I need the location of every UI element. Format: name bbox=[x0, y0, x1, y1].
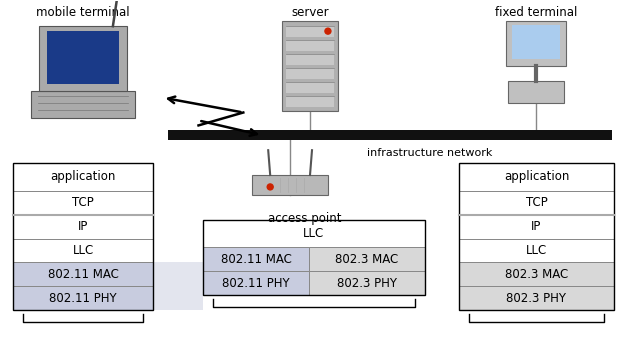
Bar bbox=[253, 175, 328, 195]
Text: LLC: LLC bbox=[303, 227, 324, 240]
Text: LLC: LLC bbox=[526, 244, 547, 257]
Text: 802.11 PHY: 802.11 PHY bbox=[49, 292, 117, 305]
Text: 802.3 PHY: 802.3 PHY bbox=[337, 277, 397, 290]
Bar bbox=[286, 97, 334, 107]
Text: application: application bbox=[51, 170, 116, 184]
Text: access point: access point bbox=[268, 212, 342, 225]
Text: TCP: TCP bbox=[526, 196, 548, 209]
Text: mobile terminal: mobile terminal bbox=[36, 6, 130, 19]
Bar bbox=[204, 220, 424, 295]
Bar bbox=[286, 27, 334, 37]
Bar bbox=[204, 271, 309, 295]
Text: 802.11 PHY: 802.11 PHY bbox=[222, 277, 290, 290]
Bar bbox=[13, 191, 152, 215]
Text: application: application bbox=[504, 170, 569, 184]
Bar bbox=[204, 220, 424, 247]
Bar bbox=[13, 163, 152, 191]
Bar bbox=[31, 91, 135, 119]
Bar bbox=[508, 81, 564, 103]
Circle shape bbox=[325, 28, 331, 34]
Bar bbox=[309, 247, 424, 271]
Bar bbox=[47, 31, 119, 84]
Bar bbox=[459, 215, 614, 239]
Bar bbox=[459, 239, 614, 262]
Bar bbox=[459, 286, 614, 310]
Bar bbox=[39, 26, 127, 91]
Bar bbox=[168, 130, 612, 140]
Text: 802.3 PHY: 802.3 PHY bbox=[506, 292, 566, 305]
Bar bbox=[13, 262, 152, 286]
Text: server: server bbox=[291, 6, 329, 19]
Bar bbox=[286, 69, 334, 79]
Bar bbox=[309, 271, 424, 295]
Text: LLC: LLC bbox=[72, 244, 94, 257]
Bar bbox=[13, 286, 152, 310]
Bar bbox=[282, 21, 338, 110]
Bar bbox=[512, 25, 560, 59]
Text: IP: IP bbox=[78, 220, 88, 233]
Bar bbox=[459, 262, 614, 286]
Bar bbox=[459, 163, 614, 191]
Bar bbox=[13, 215, 152, 239]
Bar bbox=[13, 163, 152, 310]
Bar bbox=[13, 239, 152, 262]
Bar bbox=[459, 163, 614, 310]
Bar bbox=[286, 41, 334, 51]
Bar bbox=[286, 83, 334, 93]
Bar bbox=[152, 262, 204, 310]
Bar bbox=[506, 21, 566, 66]
Bar bbox=[204, 247, 309, 271]
Text: fixed terminal: fixed terminal bbox=[495, 6, 578, 19]
Text: 802.3 MAC: 802.3 MAC bbox=[505, 268, 568, 281]
Bar bbox=[286, 55, 334, 65]
Text: infrastructure network: infrastructure network bbox=[367, 148, 492, 158]
Text: 802.11 MAC: 802.11 MAC bbox=[48, 268, 119, 281]
Bar bbox=[459, 191, 614, 215]
Text: 802.11 MAC: 802.11 MAC bbox=[221, 253, 292, 266]
Text: TCP: TCP bbox=[72, 196, 94, 209]
Text: 802.3 MAC: 802.3 MAC bbox=[335, 253, 399, 266]
Text: IP: IP bbox=[531, 220, 542, 233]
Circle shape bbox=[268, 184, 273, 190]
